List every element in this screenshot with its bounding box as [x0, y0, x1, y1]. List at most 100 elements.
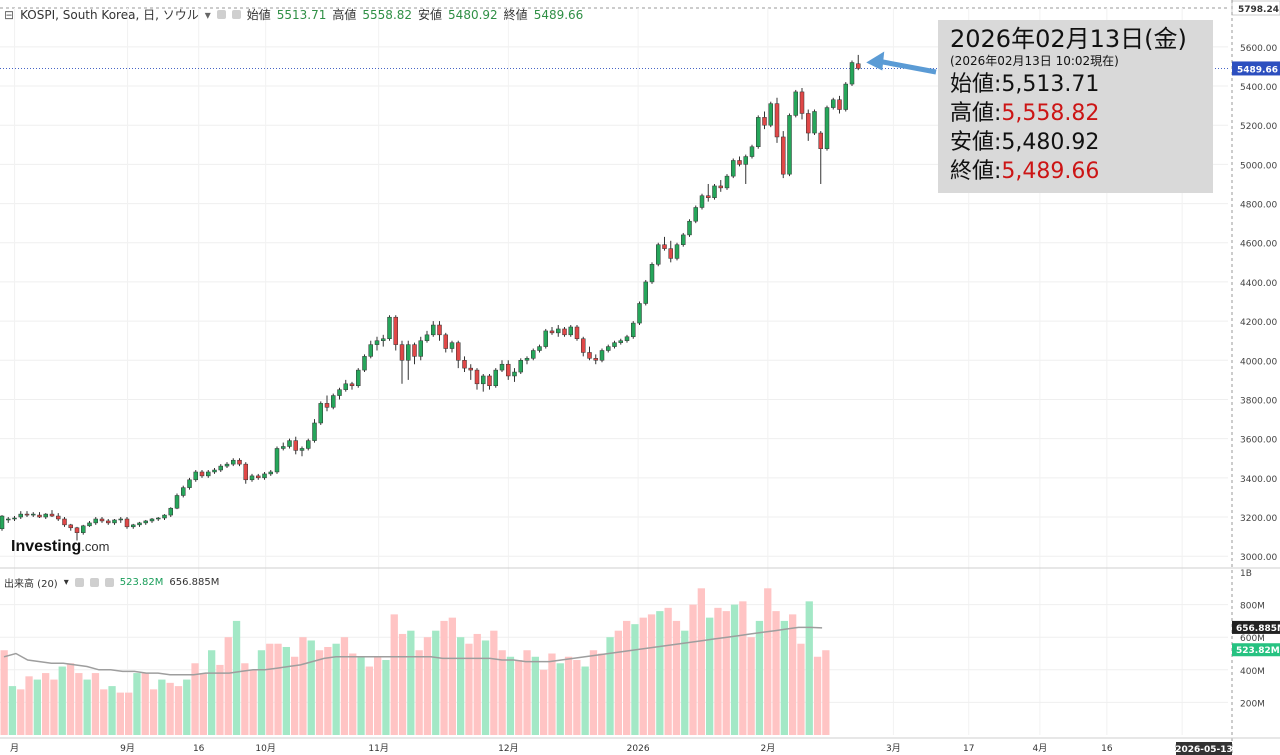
settings-icon[interactable]: [216, 10, 226, 19]
time-tick-label: 2月: [760, 743, 775, 754]
candle-body: [512, 371, 517, 377]
candle-body: [368, 344, 373, 357]
dropdown-icon[interactable]: ▾: [204, 7, 211, 22]
volume-bar: [789, 614, 797, 735]
candle-body: [549, 330, 555, 334]
candle-body: [262, 473, 267, 479]
collapse-icon[interactable]: ⊟: [4, 7, 15, 22]
candle-body: [524, 358, 530, 361]
price-tick-label: 4800.00: [1240, 201, 1277, 211]
candle-body: [0, 515, 5, 530]
candle-body: [768, 103, 773, 126]
volume-bar: [241, 663, 249, 735]
candle-body: [543, 330, 548, 347]
candle-body: [206, 471, 211, 477]
candle-body: [418, 340, 423, 357]
candle-body: [537, 346, 542, 351]
candle-body: [481, 375, 486, 385]
price-tick-label: 3600.00: [1240, 436, 1277, 446]
volume-bar: [374, 656, 382, 735]
candle-body: [37, 514, 42, 518]
volume-bar: [623, 620, 631, 735]
high-value: 5558.82: [362, 7, 413, 22]
volume-bar: [540, 669, 548, 735]
volume-tick-label: 400M: [1240, 667, 1265, 677]
volume-bar: [556, 663, 564, 735]
low-value: 5480.92: [448, 7, 498, 22]
candle-body: [306, 440, 311, 449]
volume-bar: [257, 650, 266, 735]
close-label: 終値: [503, 8, 528, 22]
candle-body: [312, 422, 317, 441]
candle-body: [787, 115, 792, 175]
volume-bar: [813, 656, 822, 735]
volume-bar: [739, 601, 747, 735]
candle-body: [93, 518, 98, 524]
hide-icon[interactable]: [231, 10, 241, 19]
volume-bar: [390, 614, 398, 735]
volume-bar: [332, 643, 340, 735]
hide-icon[interactable]: [89, 578, 99, 587]
settings-icon[interactable]: [74, 578, 84, 587]
volume-bar: [681, 630, 689, 735]
candle-body: [124, 518, 130, 528]
candle-body: [399, 344, 405, 361]
volume-legend: 出来高 (20) ▾ 523.82M 656.885M: [4, 575, 219, 590]
volume-bar: [166, 682, 174, 735]
price-tick-label: 5000.00: [1240, 161, 1277, 171]
volume-value-label: 523.82M: [1236, 646, 1280, 656]
volume-bar: [432, 630, 440, 735]
candle-body: [843, 83, 848, 110]
candle-body: [749, 146, 755, 157]
volume-bar: [232, 620, 241, 735]
close-value: 5489.66: [533, 7, 584, 22]
candlestick-series: [0, 54, 861, 541]
volume-bar: [581, 666, 589, 735]
volume-bar: [664, 607, 672, 735]
candle-body: [287, 440, 292, 447]
price-tick-label: 4200.00: [1240, 318, 1277, 328]
price-legend: ⊟ KOSPI, South Korea, 日, ソウル ▾ 始値 5513.71…: [4, 6, 583, 23]
volume-bar: [606, 637, 614, 735]
candle-body: [199, 471, 205, 477]
candle-body: [143, 520, 148, 524]
price-tick-label: 4000.00: [1240, 357, 1277, 367]
candle-body: [374, 340, 380, 345]
volume-bar: [415, 650, 423, 735]
candle-body: [781, 136, 786, 175]
volume-bar: [689, 604, 697, 735]
candle-body: [849, 62, 855, 85]
candle-body: [74, 527, 80, 533]
close-icon[interactable]: [104, 578, 114, 587]
volume-bar: [42, 673, 50, 735]
volume-ma-path: [3, 626, 823, 676]
symbol-label: KOSPI, South Korea, 日, ソウル: [20, 8, 199, 22]
candle-body: [231, 459, 236, 465]
volume-bar: [822, 650, 830, 735]
candle-body: [362, 356, 367, 371]
volume-bar: [531, 656, 539, 735]
candle-body: [812, 111, 817, 134]
volume-bar: [457, 637, 465, 735]
high-label: 高値: [332, 8, 357, 22]
dropdown-icon[interactable]: ▾: [63, 577, 69, 588]
volume-bar: [365, 666, 373, 735]
candle-body: [743, 156, 748, 165]
last-price-box: [1232, 61, 1280, 76]
candle-body: [299, 448, 305, 451]
price-tick-label: 3200.00: [1240, 514, 1277, 524]
info-timestamp: (2026年02月13日 10:02現在): [950, 54, 1119, 68]
info-date: 2026年02月13日(金): [950, 25, 1187, 53]
candle-body: [337, 389, 342, 396]
candle-body: [237, 459, 242, 465]
volume-bar: [66, 663, 75, 735]
candle-body: [581, 338, 586, 353]
candle-body: [668, 248, 673, 259]
candle-body: [424, 334, 430, 341]
volume-ma-line: [3, 626, 823, 676]
volume-bar: [548, 653, 556, 735]
candle-body: [618, 340, 623, 343]
volume-bars: [0, 588, 830, 735]
candle-body: [737, 160, 742, 165]
volume-bar: [706, 617, 714, 735]
